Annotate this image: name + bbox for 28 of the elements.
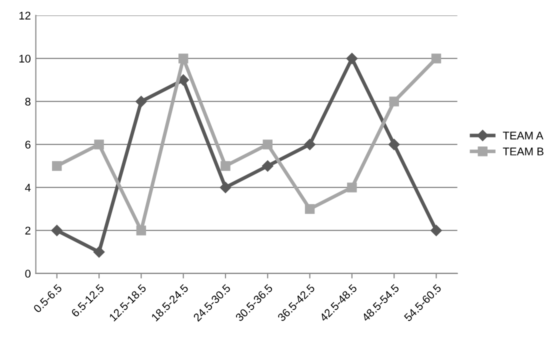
point <box>262 160 274 172</box>
y-tick-label: 8 <box>25 98 30 106</box>
point <box>220 182 232 194</box>
point <box>430 224 442 236</box>
y-tick-label: 4 <box>25 184 31 192</box>
point <box>262 140 273 150</box>
point <box>347 182 357 192</box>
y-tick-label: 12 <box>19 12 30 20</box>
legend-label: TEAM B <box>502 148 544 156</box>
point <box>52 161 62 171</box>
point <box>94 140 104 150</box>
point <box>388 138 400 150</box>
y-tick-label: 0 <box>25 270 31 278</box>
y-tick-label: 10 <box>19 54 31 63</box>
point <box>93 246 105 258</box>
point <box>136 96 147 108</box>
point <box>178 54 188 64</box>
point <box>220 161 230 171</box>
point <box>431 54 442 64</box>
point <box>389 96 399 106</box>
point <box>136 226 146 236</box>
point <box>304 204 315 214</box>
y-tick-label: 2 <box>25 226 30 235</box>
y-tick-label: 6 <box>25 140 30 149</box>
point <box>346 52 358 64</box>
point <box>51 224 62 236</box>
point <box>304 138 316 150</box>
legend-label: TEAM A <box>502 132 544 140</box>
